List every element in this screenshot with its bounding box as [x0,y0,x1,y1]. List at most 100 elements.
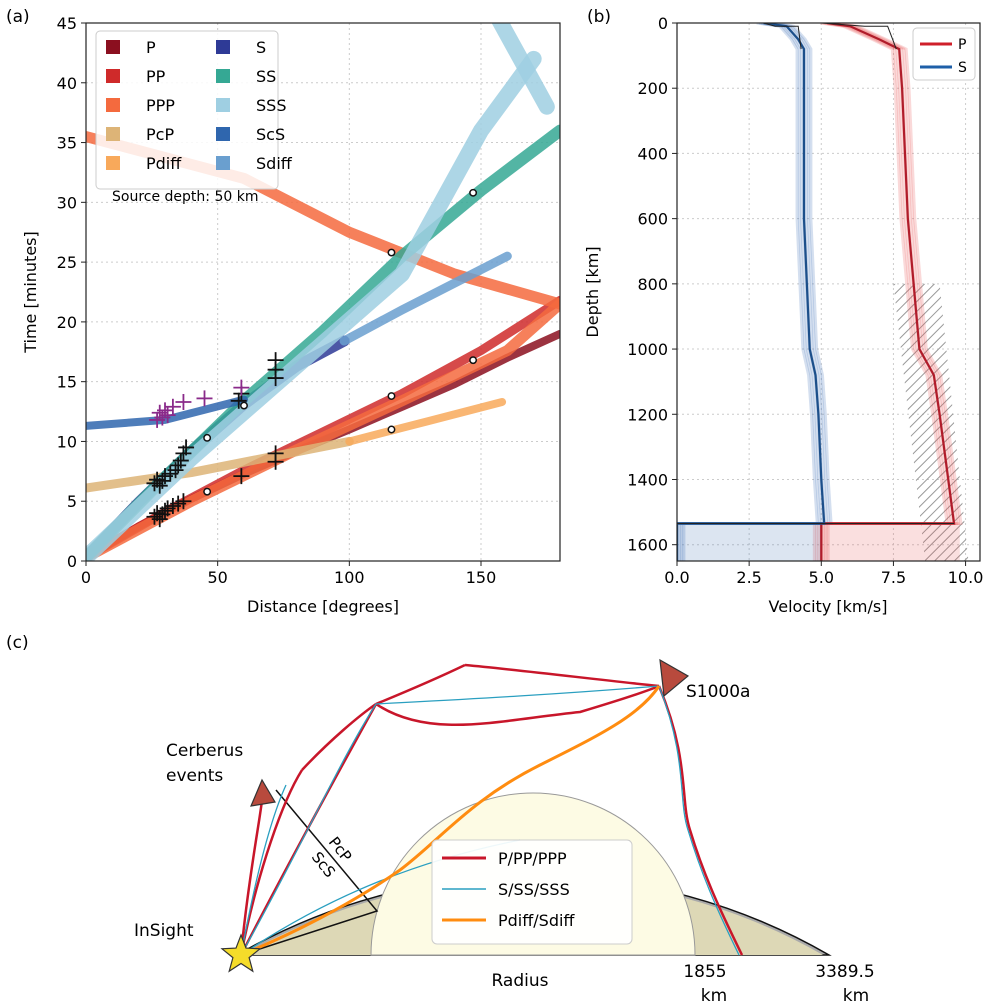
legend-swatch-p [106,40,120,54]
ensemble-s [677,23,829,561]
series-sss [491,23,555,115]
pcp-scs-ray [240,789,379,956]
pick-cross-purple [233,379,250,396]
reference-profile-p [821,23,897,50]
ray-p-1 [239,769,304,956]
y-tick-label: 400 [637,144,668,163]
reference-circle [203,433,212,442]
y-tick-label: 30 [57,193,77,212]
legend-swatch-sss [216,98,230,112]
y-tick-label: 45 [57,14,77,33]
legend-label-ss: SS [256,67,276,86]
legend-label-pdiff: Pdiff [146,154,182,173]
y-tick-label: 1600 [627,536,668,555]
label-planet-radius: 3389.5 [815,962,874,982]
ray-ppp-2 [464,663,660,688]
pick-cross-purple [196,390,213,407]
pick-cross [267,445,284,462]
ensemble-p [812,23,949,561]
ray-p-down [657,685,744,956]
panel-label-a: (a) [6,7,30,27]
reference-circle [469,188,478,197]
pick-cross [233,468,250,485]
pick-cross [230,392,247,409]
series-sss [86,50,542,561]
legend-swatch-pcp [106,127,120,141]
ray-s-1 [240,703,377,956]
panel-c-legend-box [431,839,633,945]
legend-swatch-s [216,40,230,54]
pick-cross [267,352,284,369]
legend-label-ppp: PPP [146,96,175,115]
panel-a-xlabel: Distance [degrees] [247,597,399,616]
reference-profile-s [763,23,802,50]
pick-cross-purple [175,393,192,410]
insight-star-icon [220,933,262,973]
reference-circle [387,392,396,400]
y-tick-label: 1000 [627,340,668,359]
label-core-radius-unit: km [701,986,727,1006]
panel-label-c: (c) [6,633,29,653]
x-tick-label: 150 [466,568,497,587]
x-tick-label: 5.0 [809,568,834,587]
y-tick-label: 25 [57,253,77,272]
reference-circle [240,401,248,410]
ensemble-p [815,23,952,561]
panel-a-picks [146,188,478,528]
y-tick-label: 0 [67,552,77,571]
x-tick-label: 10.0 [948,568,984,587]
ensemble-p [826,23,963,561]
legend-label-s: S [256,38,266,57]
label-cerberus-1: Cerberus [166,741,243,761]
legend-p-family: P/PP/PPP [498,849,567,868]
core-band-p [821,523,960,561]
ray-diff [240,685,661,957]
pick-cross-purple [159,407,176,424]
x-tick-label: 50 [207,568,227,587]
station-marker-s1000a [659,658,690,698]
reference-circle [387,248,396,257]
ray-p-cerberus [239,799,264,956]
label-s1000a: S1000a [686,682,750,702]
legend-swatch-ppp [106,98,120,112]
y-tick-label: 15 [57,373,77,392]
legend-swatch-pp [106,69,120,83]
ensemble-s [677,23,819,526]
legend-label-p: P [146,38,156,57]
label-insight: InSight [134,921,194,941]
legend-label-p: P [958,37,966,53]
ensemble-s [680,23,831,561]
panel-a-ylabel: Time [minutes] [21,231,40,354]
panel-b-ylabel: Depth [km] [583,246,602,337]
panel-b-chart: 0.0 2.5 5.0 7.5 10.0 0 200 400 600 800 1000 1200 140… [583,14,983,616]
source-depth-annotation: Source depth: 50 km [112,189,258,205]
label-radius: Radius [491,971,548,991]
ray-pp-3 [375,684,660,726]
panel-a-ticks: 0 50 100 150 0 5 10 15 20 25 30 35 40 45 [57,14,497,587]
panel-a-frame [85,22,561,562]
ensemble-s [682,23,833,561]
legend-label-sss: SSS [256,96,286,115]
series-sdiff [339,251,512,346]
ray-ss-1 [375,685,660,705]
y-tick-label: 1400 [627,470,668,489]
panel-b-legend: P S [912,27,976,81]
y-tick-label: 800 [637,275,668,294]
legend-label-pcp: PcP [146,125,174,144]
y-tick-label: 600 [637,210,668,229]
panel-a-legend-box [95,30,279,190]
label-core-radius: 1855 [683,962,726,982]
panel-label-b: (b) [587,7,611,27]
legend-swatch-sdiff [216,156,230,170]
ray-s-2 [240,784,287,956]
legend-label-s: S [958,60,967,76]
x-tick-label: 0 [81,568,91,587]
panel-b-xlabel: Velocity [km/s] [769,597,888,616]
ensemble-s [677,23,822,526]
legend-swatch-scs [216,127,230,141]
legend-swatch-ss [216,69,230,83]
y-tick-label: 0 [658,14,668,33]
panel-c-diagram: PcP ScS S1000a Cerberus events InSight R… [134,658,875,1006]
x-tick-label: 7.5 [881,568,906,587]
